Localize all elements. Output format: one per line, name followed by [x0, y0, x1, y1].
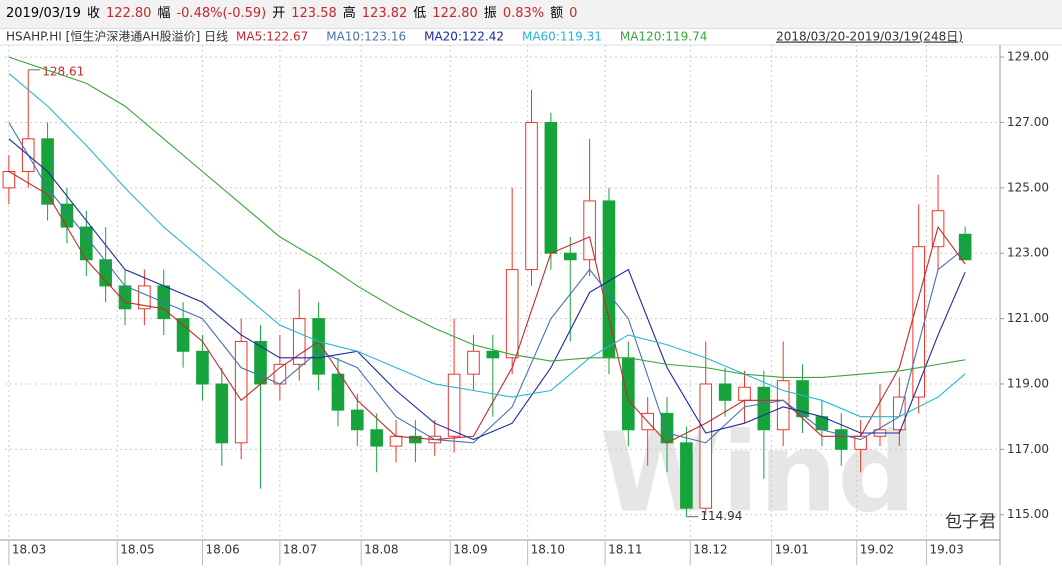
candle-body: [409, 435, 422, 444]
legend-entry: MA10:123.16: [326, 30, 406, 44]
candle-body: [563, 252, 577, 261]
quote-label: 收: [86, 6, 100, 21]
quote-value: 0: [569, 6, 578, 21]
quote-value: -0.48%(-0.59): [176, 6, 267, 21]
candle-body: [622, 357, 635, 431]
y-tick-label: 117.00: [1007, 442, 1049, 456]
y-tick-label: 123.00: [1007, 246, 1049, 260]
quote-date: 2019/03/19: [6, 6, 81, 21]
legend-entry: MA120:119.74: [620, 30, 708, 44]
candle-body: [138, 285, 151, 310]
candle-body: [467, 350, 480, 375]
candle-body: [718, 383, 732, 401]
candle-body: [757, 386, 771, 431]
candle-body: [680, 442, 693, 509]
ma-line: [8, 138, 966, 441]
y-tick-label: 115.00: [1007, 507, 1049, 521]
y-tick-label: 119.00: [1007, 376, 1049, 390]
candle-body: [505, 269, 519, 359]
quote-value: 122.80: [105, 6, 152, 21]
quote-label: 振: [483, 6, 497, 21]
candle-body: [958, 233, 972, 261]
quote-label: 低: [413, 6, 427, 21]
quote-label: 高: [342, 6, 356, 21]
candle-body: [292, 318, 306, 365]
candle-body: [215, 383, 229, 444]
legend-entry: MA5:122.67: [236, 30, 308, 44]
x-tick-label: 18.07: [283, 543, 317, 557]
quote-value: 122.80: [432, 6, 478, 21]
candle-body: [583, 200, 596, 261]
candle-body: [834, 429, 848, 450]
chart-title: HSAHP.HI [恒生沪深港通AH股溢价] 日线: [6, 30, 228, 44]
y-tick-label: 127.00: [1007, 115, 1049, 129]
candle-body: [486, 350, 500, 359]
candle-body: [176, 318, 190, 352]
candle-body: [544, 121, 558, 254]
quote-value: 123.82: [361, 6, 408, 21]
candle-body: [776, 380, 790, 431]
candle-body: [370, 429, 383, 447]
quote-label: 开: [272, 6, 286, 21]
y-tick-label: 125.00: [1007, 180, 1049, 194]
y-tick-label: 121.00: [1007, 311, 1049, 325]
y-tick-label: 129.00: [1007, 50, 1049, 64]
x-tick-label: 18.12: [693, 543, 727, 557]
candle-body: [738, 386, 751, 401]
quote-value: 123.58: [291, 6, 337, 21]
x-tick-label: 19.02: [860, 543, 894, 557]
ma-line: [8, 73, 966, 418]
date-range: 2018/03/20-2019/03/19(248日): [776, 30, 963, 44]
quote-value: 0.83%: [502, 6, 545, 21]
x-tick-label: 18.10: [531, 543, 565, 557]
low-label: 114.94: [700, 509, 742, 523]
candle-body: [331, 373, 345, 411]
x-tick-label: 18.06: [205, 543, 239, 557]
signature: 包子君: [945, 512, 996, 532]
quote-label: 额: [550, 6, 564, 21]
quote-label: 幅: [157, 6, 171, 21]
x-tick-label: 18.05: [120, 543, 154, 557]
candle-body: [234, 340, 248, 444]
candle-body: [389, 435, 403, 447]
candle-body: [312, 318, 325, 375]
candle-body: [796, 380, 809, 418]
candle-body: [699, 383, 713, 509]
ma-line: [8, 56, 966, 378]
quote-header: 2019/03/19 收 122.80 幅 -0.48%(-0.59) 开 123.58 高 1…: [0, 0, 1062, 29]
candle-body: [196, 350, 209, 385]
ma-line: [8, 122, 966, 444]
legend-entry: MA60:119.31: [522, 30, 602, 44]
candle-body: [99, 259, 112, 287]
candle-body: [525, 121, 538, 271]
ma-line: [8, 171, 966, 444]
high-label: 128.61: [42, 64, 84, 78]
x-tick-label: 19.03: [929, 543, 963, 557]
candle-body: [447, 373, 461, 437]
x-tick-label: 19.01: [775, 543, 809, 557]
x-tick-label: 18.08: [364, 543, 398, 557]
x-tick-label: 18.09: [453, 543, 487, 557]
candle-body: [351, 409, 364, 431]
legend-entry: MA20:122.42: [424, 30, 504, 44]
x-tick-label: 18.11: [608, 543, 642, 557]
x-tick-label: 18.03: [12, 543, 46, 557]
